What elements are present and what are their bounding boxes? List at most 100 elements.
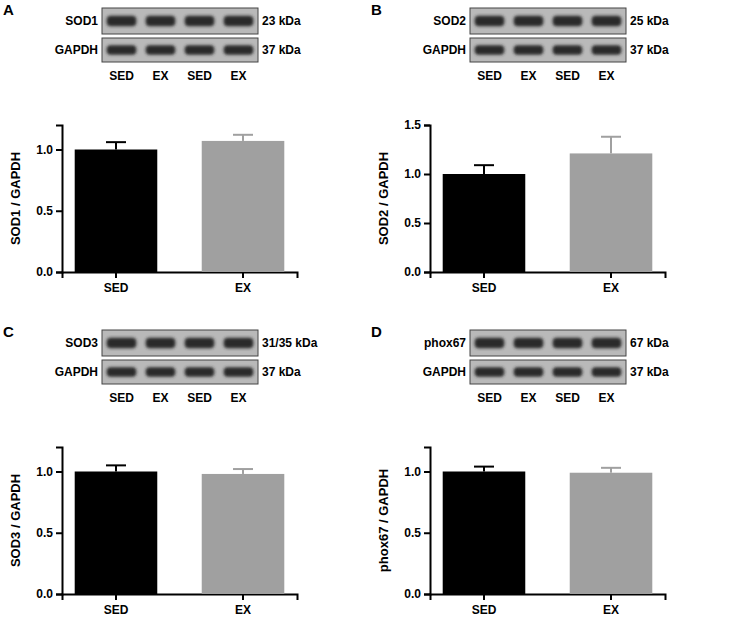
blot-strip [470, 38, 626, 62]
panel-letter: D [371, 323, 382, 340]
error-bar [233, 469, 253, 474]
y-tick: 0.0 [36, 587, 62, 601]
lane-label: EX [520, 69, 536, 83]
error-cap [106, 141, 126, 143]
error-bar [474, 165, 494, 174]
y-tick-label: 1.0 [36, 465, 53, 479]
y-tick-mark [424, 594, 430, 596]
blot-band [185, 367, 215, 377]
y-tick-label: 1.0 [36, 143, 53, 157]
error-cap [106, 464, 126, 466]
y-tick-mark [424, 532, 430, 534]
y-axis-title: SOD2 / GAPDH [376, 152, 391, 245]
blot-band [475, 45, 505, 55]
lane-label: EX [598, 391, 614, 405]
blot-band [146, 45, 176, 55]
lane-label: EX [230, 391, 246, 405]
blot-label: SOD3 [65, 336, 98, 350]
y-tick: 1.0 [404, 167, 430, 181]
error-cap [474, 164, 494, 166]
x-tick-mark [610, 272, 612, 278]
blot-band [514, 367, 544, 377]
y-tick: 0.0 [36, 265, 62, 279]
y-tick-mark [56, 272, 62, 274]
blot-band [146, 338, 176, 348]
x-tick: SED [472, 272, 497, 295]
blot-band [107, 45, 137, 55]
y-tick: 0.5 [36, 526, 62, 540]
panel-letter: C [3, 323, 14, 340]
blot-band [107, 16, 137, 26]
y-axis-line [56, 448, 63, 595]
panel: CSOD331/35 kDaGAPDH37 kDaSEDEXSEDEX0.00.… [3, 323, 318, 617]
y-tick-mark [424, 272, 430, 274]
x-tick-label: SED [104, 281, 129, 295]
blot-label: phox67 [424, 336, 466, 350]
y-tick-mark [56, 532, 62, 534]
x-tick-mark [242, 272, 244, 278]
x-axis-line [63, 595, 298, 601]
blot-label: SOD1 [65, 14, 98, 28]
lane-label: EX [152, 391, 168, 405]
blot-size: 37 kDa [262, 43, 301, 57]
y-tick-mark [56, 149, 62, 151]
y-tick: 1.5 [404, 118, 430, 132]
x-tick: SED [472, 594, 497, 617]
lane-label: SED [555, 391, 580, 405]
x-axis: SED EX [431, 272, 666, 295]
blot-label: GAPDH [55, 365, 98, 379]
panel-letter: A [3, 1, 14, 18]
lane-label: SED [109, 69, 134, 83]
bar [570, 153, 653, 272]
y-tick: 1.0 [36, 465, 62, 479]
y-tick-label: 1.0 [404, 167, 421, 181]
blot-label: GAPDH [423, 365, 466, 379]
blot-band [514, 45, 544, 55]
y-axis-line [56, 126, 63, 273]
blot-band [514, 16, 544, 26]
y-axis-line [424, 448, 431, 595]
lane-label: EX [152, 69, 168, 83]
blot-strip [470, 360, 626, 384]
lane-label: SED [109, 391, 134, 405]
x-axis-line [63, 273, 298, 279]
blot-strip [102, 8, 258, 34]
x-tick-mark [483, 594, 485, 600]
lane-label: SED [555, 69, 580, 83]
y-tick-label: 0.0 [36, 587, 53, 601]
blot-band [224, 45, 254, 55]
y-tick-label: 0.5 [404, 526, 421, 540]
x-axis: SED EX [431, 594, 666, 617]
blot-band [553, 338, 583, 348]
y-tick: 0.0 [404, 265, 430, 279]
error-bar [601, 468, 621, 473]
blot-size: 67 kDa [630, 336, 669, 350]
x-tick-label: SED [472, 603, 497, 617]
blot-band [224, 338, 254, 348]
x-tick-label: EX [603, 603, 619, 617]
x-axis: SEDEX [63, 594, 298, 617]
blot-band [224, 16, 254, 26]
blot-band [185, 16, 215, 26]
lane-label: EX [520, 391, 536, 405]
x-tick-label: EX [603, 281, 619, 295]
blot-label: GAPDH [55, 43, 98, 57]
blot-size: 25 kDa [630, 14, 669, 28]
figure: ASOD123 kDaGAPDH37 kDaSEDEXSEDEX0.00.51.… [0, 0, 729, 633]
blot-band [592, 16, 622, 26]
blot-band [592, 338, 622, 348]
blot-label: GAPDH [423, 43, 466, 57]
x-axis-line [431, 595, 666, 601]
x-tick-mark [242, 594, 244, 600]
plot-area [443, 467, 653, 594]
blot-band [475, 367, 505, 377]
plot-area [75, 465, 285, 594]
y-tick-label: 0.5 [404, 216, 421, 230]
error-cap [601, 136, 621, 138]
blot-band [475, 16, 505, 26]
error-stem [610, 137, 612, 154]
blot-band [146, 16, 176, 26]
y-axis-title: SOD1 / GAPDH [8, 152, 23, 245]
blot-band [185, 338, 215, 348]
plot-area [75, 135, 285, 272]
